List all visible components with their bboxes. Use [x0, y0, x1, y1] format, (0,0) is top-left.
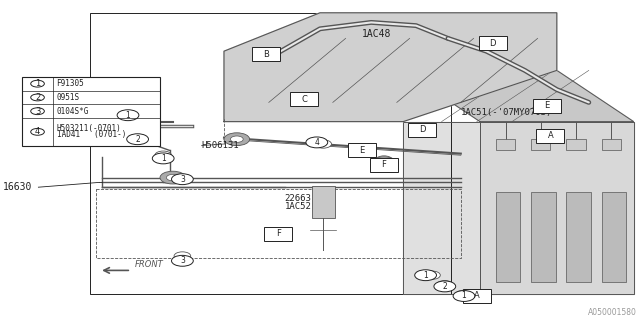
Text: E: E — [359, 146, 364, 155]
Circle shape — [434, 281, 456, 292]
Text: 16630: 16630 — [3, 182, 33, 192]
Text: 1: 1 — [161, 154, 166, 163]
Text: 4: 4 — [35, 127, 40, 136]
Text: F: F — [276, 229, 281, 238]
Text: 1AC48: 1AC48 — [362, 28, 391, 39]
Circle shape — [168, 173, 184, 182]
Polygon shape — [403, 122, 480, 294]
Circle shape — [155, 151, 172, 159]
Text: A: A — [548, 132, 553, 140]
Circle shape — [127, 134, 148, 145]
Text: 3: 3 — [180, 256, 185, 265]
Circle shape — [160, 171, 186, 184]
Text: 1: 1 — [125, 111, 131, 120]
Text: D: D — [419, 125, 426, 134]
Text: 1: 1 — [423, 271, 428, 280]
Text: E: E — [545, 101, 550, 110]
Bar — [22, 77, 160, 146]
Circle shape — [174, 252, 191, 260]
Text: 0104S*G: 0104S*G — [56, 107, 89, 116]
Text: 4: 4 — [314, 138, 319, 147]
Text: 1AC52: 1AC52 — [285, 202, 312, 211]
Text: H506131: H506131 — [202, 141, 239, 150]
Bar — [496, 192, 520, 282]
Text: F91305: F91305 — [56, 79, 84, 88]
Text: 2: 2 — [442, 282, 447, 291]
Bar — [566, 139, 586, 150]
Polygon shape — [224, 13, 557, 122]
Circle shape — [152, 153, 174, 164]
Circle shape — [142, 129, 159, 137]
Text: C: C — [301, 95, 307, 104]
FancyBboxPatch shape — [252, 47, 280, 61]
Circle shape — [172, 255, 193, 266]
FancyBboxPatch shape — [479, 36, 507, 50]
Circle shape — [436, 281, 453, 289]
Circle shape — [371, 157, 397, 170]
Circle shape — [126, 113, 143, 121]
Circle shape — [117, 110, 139, 121]
Text: 1: 1 — [35, 79, 40, 88]
Circle shape — [376, 156, 392, 164]
Text: 2: 2 — [135, 135, 140, 144]
Circle shape — [230, 136, 243, 142]
FancyBboxPatch shape — [536, 129, 564, 143]
Text: B: B — [262, 50, 269, 59]
Circle shape — [172, 174, 193, 185]
Bar — [602, 139, 621, 150]
Text: H503211(-0701): H503211(-0701) — [56, 124, 121, 133]
Bar — [531, 192, 556, 282]
FancyBboxPatch shape — [348, 143, 376, 157]
Text: 1: 1 — [461, 292, 467, 300]
Bar — [496, 139, 515, 150]
Bar — [602, 192, 626, 282]
Bar — [90, 13, 451, 294]
Circle shape — [166, 174, 179, 181]
Polygon shape — [480, 122, 634, 294]
FancyBboxPatch shape — [290, 92, 318, 106]
Text: 1AD41   (0701-): 1AD41 (0701-) — [56, 130, 126, 140]
Text: 22663: 22663 — [285, 194, 312, 203]
Circle shape — [456, 290, 472, 299]
Text: 3: 3 — [35, 107, 40, 116]
FancyBboxPatch shape — [264, 227, 292, 241]
Text: 3: 3 — [180, 175, 185, 184]
Circle shape — [224, 133, 250, 146]
Text: F: F — [381, 160, 387, 169]
Bar — [531, 139, 550, 150]
Circle shape — [306, 137, 328, 148]
Polygon shape — [403, 70, 634, 122]
Circle shape — [453, 291, 475, 301]
Circle shape — [378, 160, 390, 166]
Text: A050001580: A050001580 — [588, 308, 637, 317]
Text: 1AC51(-'07MY0703): 1AC51(-'07MY0703) — [461, 108, 552, 116]
Circle shape — [315, 140, 332, 148]
Circle shape — [415, 270, 436, 281]
Text: D: D — [490, 39, 496, 48]
FancyBboxPatch shape — [463, 289, 491, 303]
Circle shape — [424, 271, 440, 279]
Text: A: A — [474, 292, 479, 300]
Bar — [566, 192, 591, 282]
Text: 0951S: 0951S — [56, 93, 79, 102]
Text: FRONT: FRONT — [134, 260, 163, 269]
Text: 2: 2 — [35, 93, 40, 102]
FancyBboxPatch shape — [533, 99, 561, 113]
Bar — [312, 186, 335, 218]
FancyBboxPatch shape — [408, 123, 436, 137]
FancyBboxPatch shape — [370, 158, 398, 172]
